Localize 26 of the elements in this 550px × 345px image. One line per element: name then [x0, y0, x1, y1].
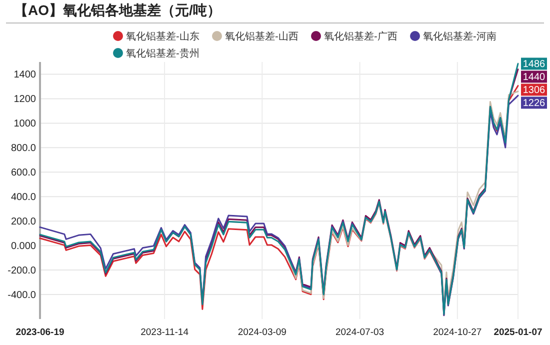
- data-label: 1306: [522, 85, 546, 96]
- legend-label: 氧化铝基差-广西: [324, 30, 398, 42]
- data-label: 1486: [522, 59, 546, 70]
- y-tick-label: 1400: [14, 70, 36, 81]
- y-tick-label: 600.0: [10, 168, 36, 179]
- y-tick-label: 200.0: [10, 216, 36, 228]
- y-tick-label: 800.0: [10, 143, 36, 154]
- data-label: 1226: [522, 98, 546, 110]
- y-tick-label: -200.0: [8, 266, 36, 277]
- y-tick-label: 400.0: [10, 192, 36, 204]
- x-tick-label: 2023-06-19: [16, 327, 64, 338]
- data-label: 1440: [522, 72, 546, 84]
- legend-label: 氧化铝基差-山西: [225, 30, 298, 42]
- x-tick-label: 2024-10-27: [433, 327, 482, 338]
- x-tick-label: 2025-01-07: [494, 327, 542, 338]
- x-tick-label: 2024-03-09: [238, 327, 286, 338]
- legend-label: 氧化铝基差-山东: [126, 30, 200, 42]
- x-tick-label: 2024-07-03: [335, 327, 384, 338]
- x-tick-label: 2023-11-14: [140, 327, 188, 338]
- legend-label: 氧化铝基差-河南: [423, 30, 496, 42]
- y-tick-label: 1000: [14, 118, 36, 130]
- chart-title: 【AO】氧化铝各地基差（元/吨）: [14, 2, 221, 18]
- y-tick-label: 1200: [14, 94, 36, 106]
- y-tick-label: 0.000: [10, 241, 36, 252]
- legend-label: 氧化铝基差-贵州: [126, 48, 200, 60]
- y-tick-label: -400.0: [8, 290, 36, 302]
